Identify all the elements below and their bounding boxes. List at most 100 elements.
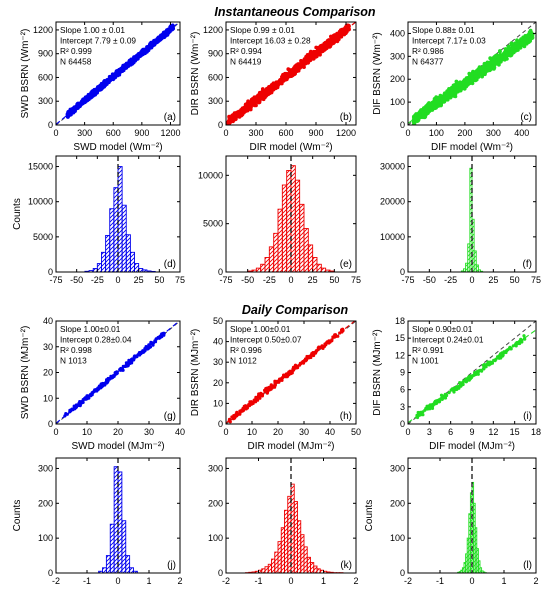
fit-line [56, 321, 180, 424]
x-tick-label: -25 [91, 275, 104, 285]
y-tick-label: 0 [218, 419, 223, 429]
y-tick-label: 5000 [33, 232, 53, 242]
scatter-point [478, 67, 483, 71]
plot-area-i [408, 321, 536, 424]
y-axis-label: DIR BSRN (MJm⁻²) [190, 329, 201, 417]
axes-frame [407, 21, 537, 126]
histogram-bar [300, 534, 305, 573]
scatter-point [432, 106, 437, 111]
y-tick-label: 3 [400, 402, 405, 412]
scatter-point [323, 45, 328, 50]
scatter-point [489, 361, 493, 365]
y-tick-label: 200 [208, 498, 223, 508]
x-axis-label: DIF model (MJm⁻²) [429, 441, 515, 452]
x-tick-label: 1200 [160, 128, 180, 138]
scatter-point [158, 336, 162, 340]
scatter-point [493, 54, 498, 59]
scatter-point [452, 390, 456, 394]
scatter-point [291, 368, 296, 372]
stat-line-2: Intercept 16.03 ± 0.28 [230, 36, 311, 46]
x-axis-label: DIR model (Wm⁻²) [249, 142, 332, 153]
scatter-point [421, 413, 425, 417]
scatter-point [242, 404, 246, 408]
y-tick-label: 12 [395, 350, 405, 360]
scatter-point [310, 352, 314, 356]
x-tick-label: 30 [299, 427, 309, 437]
scatter-point [504, 55, 508, 60]
scatter-point [449, 87, 454, 92]
x-tick-label: -75 [219, 275, 232, 285]
scatter-point [321, 346, 325, 350]
y-tick-label: 300 [38, 463, 53, 473]
scatter-point [120, 367, 124, 371]
y-tick-label: 18 [395, 316, 405, 326]
histogram-bar [96, 263, 102, 272]
histogram-bar [320, 267, 327, 272]
stat-line-2: Intercept 0.28±0.04 [60, 335, 132, 345]
scatter-point [522, 42, 527, 47]
plot-area-a [56, 22, 180, 125]
plot-area-d [84, 156, 156, 272]
y-tick-label: 15 [395, 333, 405, 343]
y-tick-label: 6 [400, 385, 405, 395]
histogram-bar [138, 268, 144, 272]
panel-label: (h) [340, 411, 352, 422]
y-tick-label: 9 [400, 368, 405, 378]
x-tick-label: 30 [144, 427, 154, 437]
scatter-point [287, 68, 292, 73]
y-axis-label: DIF BSRN (MJm⁻²) [372, 329, 383, 415]
panel-j: -2 -1 0 1 2 0 100 200 300 (j) Counts [12, 457, 183, 586]
histogram-bar [280, 527, 285, 573]
histogram-bar [268, 246, 275, 272]
x-tick-label: 300 [77, 128, 92, 138]
stat-line-3: R² 0.991 [412, 345, 444, 355]
x-tick-label: 75 [351, 275, 361, 285]
x-tick-label: 0 [405, 128, 410, 138]
y-tick-label: 15000 [28, 162, 53, 172]
plot-area-b [226, 22, 356, 125]
panel-l: -2 -1 0 1 2 0 100 200 300 (l) Counts [364, 457, 539, 586]
x-tick-label: 200 [457, 128, 472, 138]
y-tick-label: 0 [218, 120, 223, 130]
x-tick-label: 0 [288, 275, 293, 285]
x-tick-label: 0 [115, 576, 120, 586]
histogram-bar [264, 257, 270, 272]
y-tick-label: 600 [38, 72, 53, 82]
scatter-point [415, 119, 420, 123]
scatter-point [255, 98, 260, 103]
y-tick-label: 300 [208, 463, 223, 473]
x-axis-label: DIR model (MJm⁻²) [248, 441, 335, 452]
scatter-point [114, 372, 119, 376]
x-tick-label: -50 [70, 275, 83, 285]
x-tick-label: 75 [175, 275, 185, 285]
histogram-bar [101, 251, 107, 272]
x-tick-label: 40 [175, 427, 185, 437]
y-tick-label: 10 [43, 393, 53, 403]
scatter-point [227, 122, 232, 125]
stat-line-3: R² 0.986 [412, 46, 444, 56]
y-tick-label: 200 [38, 498, 53, 508]
scatter-point [511, 50, 516, 55]
x-tick-label: -1 [83, 576, 91, 586]
x-tick-label: 3 [427, 427, 432, 437]
x-tick-label: 900 [308, 128, 323, 138]
panel-label: (a) [164, 112, 176, 123]
y-tick-label: 40 [43, 316, 53, 326]
x-tick-label: 10 [247, 427, 257, 437]
scatter-point [239, 112, 244, 117]
scatter-point [254, 400, 258, 404]
y-tick-label: 0 [400, 568, 405, 578]
y-axis-label: Counts [12, 198, 23, 230]
x-tick-label: 18 [531, 427, 541, 437]
y-tick-label: 20 [213, 378, 223, 388]
scatter-point [412, 122, 416, 125]
scatter-point [287, 74, 292, 79]
panel-label: (f) [523, 259, 532, 270]
histogram-bar [307, 244, 314, 272]
histogram-bar [286, 170, 292, 272]
scatter-point [530, 35, 535, 40]
x-tick-label: 0 [288, 576, 293, 586]
y-tick-label: 0 [218, 267, 223, 277]
histogram-bar [299, 203, 305, 272]
